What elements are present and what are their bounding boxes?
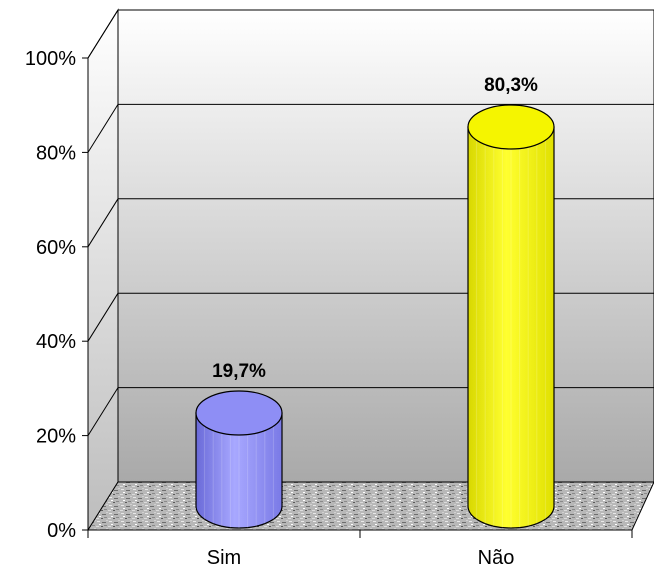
y-tick-label: 0% bbox=[47, 520, 76, 542]
y-tick-label: 60% bbox=[36, 237, 76, 259]
bar-body bbox=[195, 412, 283, 529]
gridline-side bbox=[87, 198, 119, 248]
bar-Sim: 19,7% bbox=[195, 361, 283, 529]
x-axis: Sim Não bbox=[87, 529, 633, 569]
gridline-side bbox=[87, 387, 119, 436]
y-axis: 0% 20% 40% 60% 80% 100% bbox=[25, 48, 89, 542]
data-label: 19,7% bbox=[212, 361, 266, 382]
bar-top bbox=[195, 390, 283, 436]
gridline-side bbox=[87, 292, 119, 342]
bar-Não: 80,3% bbox=[467, 75, 555, 529]
y-tick-label: 80% bbox=[36, 142, 76, 164]
y-tick-label: 20% bbox=[36, 426, 76, 448]
y-tick-label: 100% bbox=[25, 48, 76, 70]
bars: 19,7% 80,3% bbox=[195, 75, 555, 529]
y-tick-label: 40% bbox=[36, 331, 76, 353]
bar-top bbox=[467, 104, 555, 150]
side-wall bbox=[87, 8, 119, 532]
x-tick-label: Sim bbox=[207, 547, 241, 569]
gridline-side bbox=[87, 104, 119, 153]
floor bbox=[87, 481, 654, 531]
bar-body bbox=[467, 126, 555, 529]
gridlines bbox=[87, 9, 654, 436]
gridline-side bbox=[87, 9, 119, 59]
data-label: 80,3% bbox=[484, 75, 538, 96]
x-tick-label: Não bbox=[478, 547, 515, 569]
